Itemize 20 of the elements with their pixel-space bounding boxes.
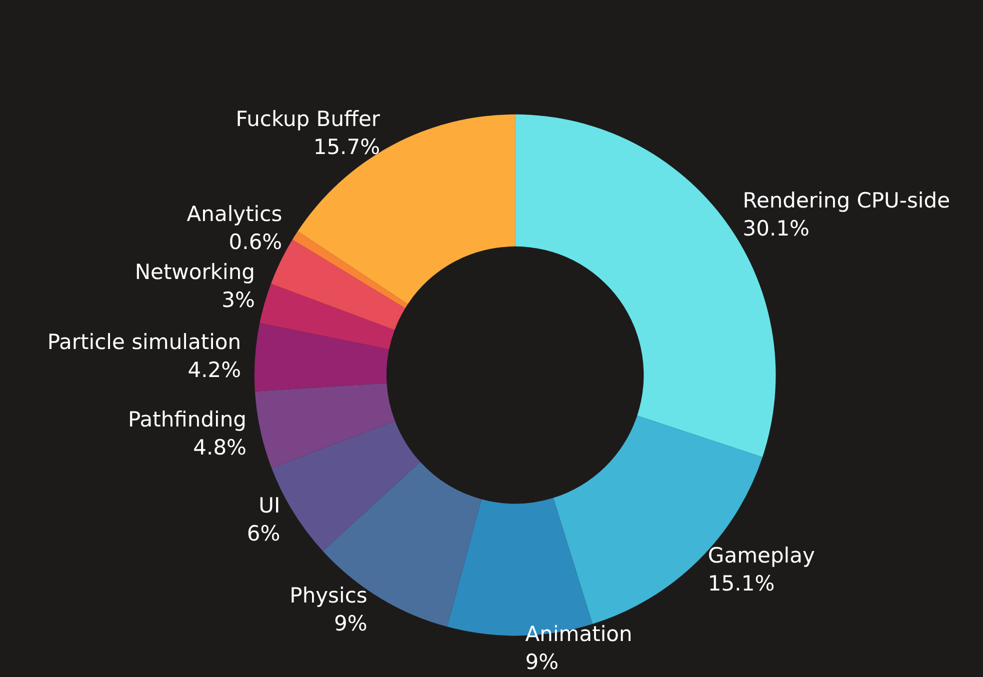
slice-label: Animation <box>525 622 632 646</box>
slice-label: Physics <box>290 584 368 608</box>
data-label: 6% <box>246 521 280 546</box>
data-label: 30.1% <box>742 216 810 240</box>
data-label: 3% <box>222 288 255 312</box>
data-label: 4.8% <box>193 435 247 460</box>
data-label: 15.1% <box>708 572 775 596</box>
slice-label: Particle simulation <box>47 330 242 354</box>
data-label: 9% <box>525 650 559 674</box>
data-label: 15.7% <box>313 135 380 160</box>
slice-label: UI <box>258 493 280 518</box>
slice-label: Networking <box>134 260 255 284</box>
slice-label: Fuckup Buffer <box>236 107 380 132</box>
slice-label: Pathfinding <box>128 407 247 432</box>
slice-label: Analytics <box>186 202 282 226</box>
data-label: 0.6% <box>228 230 282 254</box>
slice-label: Gameplay <box>708 544 815 568</box>
data-label: 4.2% <box>188 358 242 382</box>
slice-label: Rendering CPU-side <box>742 188 950 212</box>
data-label: 9% <box>334 612 368 636</box>
